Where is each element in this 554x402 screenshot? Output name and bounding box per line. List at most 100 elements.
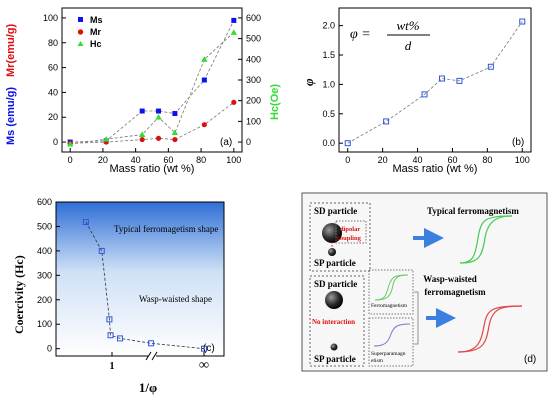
panel-a-point-mr	[139, 136, 145, 143]
panel-a-xlabel: Mass ratio (wt %)	[110, 163, 195, 175]
panel-d-tag: (d)	[524, 354, 536, 365]
panel-b-xtick-label: 0	[345, 155, 350, 165]
panel-c-background	[56, 202, 224, 356]
panel-a-xtick-label: 80	[196, 155, 206, 165]
panel-a-point-mr	[231, 99, 237, 105]
panel-b-ytick-label: 2.0	[322, 21, 335, 31]
panel-b-point	[519, 18, 526, 25]
panel-c-ytick-label: 600	[37, 197, 52, 207]
panel-a-frame	[61, 7, 243, 153]
panel-b-xtick-label: 60	[447, 155, 457, 165]
formula-numerator: wt%	[396, 18, 419, 33]
panel-a-point-ms	[139, 108, 145, 114]
ferro-small-box	[368, 269, 414, 315]
typical-loop	[459, 215, 513, 264]
panel-a-ylabel-ms: Ms (emu/g)	[5, 87, 17, 145]
panel-c-region-bottom-label: Wasp-waisted shape	[139, 294, 212, 304]
panel-c-series-line	[85, 221, 205, 350]
panel-a-xtick-label: 20	[98, 155, 108, 165]
panel-c-point	[82, 219, 89, 226]
sp-particle-ball	[328, 248, 336, 256]
panel-a-ytick-right-label: 300	[246, 75, 261, 85]
panel-b-point	[487, 63, 494, 70]
panel-b-ytick-label: 1.0	[322, 79, 335, 89]
panel-a-ytick-left-label: 100	[43, 13, 58, 23]
panel-a-ytick-left-label: 80	[48, 38, 58, 48]
panel-c: 0 100 200 300 400 500 600 1 ∞ Typical ferromaget…	[12, 197, 225, 395]
panel-c-point	[201, 345, 207, 352]
panel-a-point-ms	[172, 111, 178, 117]
panel-a-xtick-label: 60	[163, 155, 173, 165]
panel-c-ylabel: Coercivity (Hc)	[12, 255, 26, 334]
dipolar-box	[335, 220, 367, 244]
panel-c-series	[82, 219, 207, 352]
bracket	[414, 291, 419, 345]
panel-a-ytick-left-label: 0	[53, 137, 58, 147]
coupled-sp-label: SP particle	[314, 258, 356, 268]
panel-a-point-hc	[230, 29, 238, 35]
panel-a-tag: (a)	[220, 137, 232, 148]
panel-b-point	[421, 91, 428, 98]
panel-b: 0 20 40 60 80 100 0.0 0.5 1.0 1.5 2.0 φ = wt% d (b…	[301, 7, 532, 175]
panel-a-xtick-label: 0	[68, 155, 73, 165]
panel-a-ytick-left-label: 20	[48, 112, 58, 122]
isolated-sp-label: SP particle	[314, 354, 356, 364]
panel-c-ticks: 0 100 200 300 400 500 600 1 ∞	[37, 197, 209, 373]
legend-ms-label: Ms	[90, 15, 103, 25]
panel-b-series-line	[347, 21, 523, 144]
panel-a: 0 20 40 60 80 100 0 20 40 60 80 100 0 100 200 300 400 500…	[5, 7, 281, 175]
dipolar-label-1: dipolar	[340, 226, 360, 233]
panel-b-point	[383, 118, 390, 125]
panel-b-ylabel: φ	[301, 78, 316, 86]
panel-a-point-mr	[172, 136, 178, 143]
panel-c-point	[98, 247, 105, 254]
panel-a-ticks: 0 20 40 60 80 100 0 20 40 60 80 100 0 100 200 300 400 500…	[43, 13, 261, 165]
super-small-label-1: Superparamagn	[371, 351, 406, 357]
panel-a-series-hc-line	[70, 32, 235, 145]
typical-label: Typical ferromagnetism	[427, 206, 519, 216]
panel-b-xtick-label: 40	[413, 155, 423, 165]
panel-a-xtick-label: 40	[131, 155, 141, 165]
panel-b-ytick-label: 0.5	[322, 109, 335, 119]
panel-c-ytick-label: 300	[37, 270, 52, 280]
panel-c-point	[107, 332, 114, 339]
panel-a-point-ms	[231, 17, 237, 23]
wasp-label-1: Wasp-waisted	[423, 274, 477, 284]
panel-a-point-hc	[201, 56, 208, 62]
panel-a-series-mr-line	[70, 102, 235, 144]
panel-a-ytick-right-label: 500	[246, 34, 261, 44]
panel-a-ytick-right-label: 200	[246, 96, 261, 106]
legend-hc-marker	[77, 41, 84, 46]
panel-b-series	[344, 18, 526, 147]
panel-c-xlabel: 1/φ	[139, 380, 157, 395]
panel-b-ytick-label: 0.0	[322, 138, 335, 148]
ferro-small-loop-2	[374, 274, 409, 301]
panel-b-point	[438, 75, 445, 82]
panel-b-tag: (b)	[512, 137, 524, 148]
panel-b-point	[456, 77, 463, 84]
panel-b-xtick-label: 100	[515, 155, 530, 165]
panel-a-ytick-right-label: 100	[246, 116, 261, 126]
panel-b-ytick-label: 1.5	[322, 50, 335, 60]
panel-c-region-top-label: Typical ferromagetism shape	[114, 224, 218, 234]
panel-d: SD particle dipolar coupling SP particle…	[301, 192, 548, 372]
panel-c-point	[116, 335, 123, 342]
panel-a-point-mr	[201, 122, 207, 128]
panel-c-point	[148, 340, 155, 347]
isolated-sd-label: SD particle	[314, 279, 357, 289]
panel-c-xtick-label: 1	[110, 361, 115, 372]
dipolar-label-2: coupling	[337, 235, 362, 242]
panel-c-tag: (c)	[203, 343, 215, 354]
panel-a-point-hc	[155, 114, 162, 120]
legend-ms-marker	[78, 17, 83, 22]
panel-a-ylabel-hc: Hc(Oe)	[269, 84, 281, 120]
panel-b-xtick-label: 80	[482, 155, 492, 165]
panel-a-point-ms	[201, 77, 207, 83]
super-small-loop	[373, 323, 411, 347]
panel-a-point-hc	[171, 129, 179, 136]
panel-a-ytick-right-label: 600	[246, 13, 261, 23]
isolated-sd-ball	[325, 291, 343, 309]
formula-denominator: d	[405, 38, 412, 53]
panel-a-ytick-left-label: 40	[48, 87, 58, 97]
super-small-label-2: etism	[371, 358, 384, 364]
